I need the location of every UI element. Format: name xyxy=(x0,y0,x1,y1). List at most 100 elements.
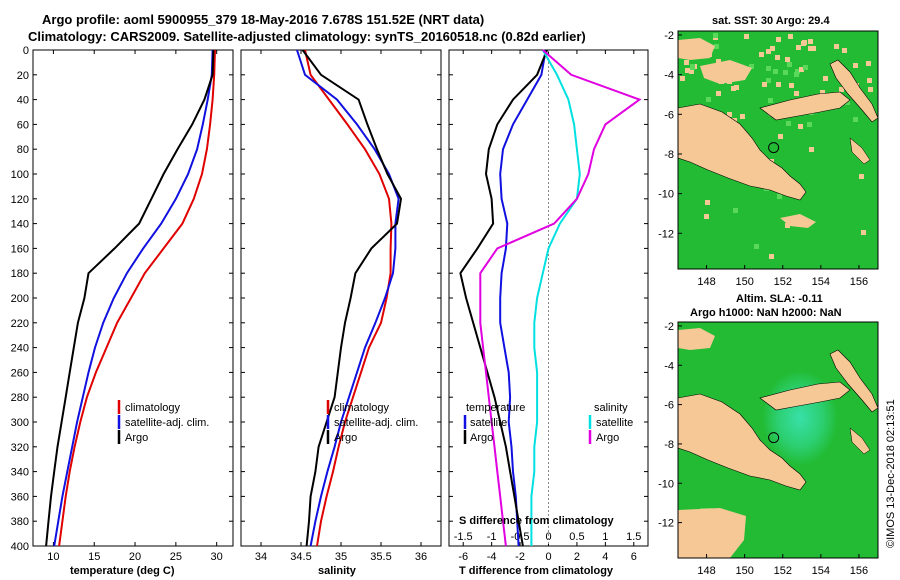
sst-pixel xyxy=(801,41,806,46)
sst-pixel xyxy=(690,64,695,69)
sst-pixel xyxy=(834,44,839,49)
map-x-tick-label: 148 xyxy=(697,276,715,288)
sst-pixel xyxy=(866,61,871,66)
imos-watermark: ©IMOS 13-Dec-2018 02:13:51 xyxy=(885,399,897,548)
depth-tick-label: 320 xyxy=(11,442,29,454)
x-tick-label: 15 xyxy=(88,551,100,563)
sst-pixel xyxy=(706,97,711,102)
difference-x-ticks: -6 -4 -2 0 2 4 6 -1.5 -1 -0.5 0 0.5 1 1.5 xyxy=(454,50,641,563)
sst-pixel xyxy=(795,69,800,74)
sst-pixel xyxy=(786,121,791,126)
sst-map-title: sat. SST: 30 Argo: 29.4 xyxy=(712,15,830,27)
sst-pixel xyxy=(768,98,773,103)
sst-pixel xyxy=(787,62,792,67)
sst-pixel xyxy=(727,112,732,117)
x-top-tick-label: 0 xyxy=(545,531,551,543)
x-tick-label: 4 xyxy=(602,551,608,563)
depth-tick-label: 300 xyxy=(11,417,29,429)
sla-land-new-guinea xyxy=(678,393,807,491)
x-top-tick-label: 1.5 xyxy=(626,531,641,543)
sst-pixel xyxy=(733,208,738,213)
sst-pixel xyxy=(808,46,813,51)
x-tick-label: 34 xyxy=(255,551,267,563)
x-tick-label: 6 xyxy=(631,551,637,563)
sst-pixel xyxy=(807,122,812,127)
sst-land-louisiades xyxy=(780,214,816,228)
sst-pixel xyxy=(839,87,844,92)
legend-label-climatology: climatology xyxy=(125,402,181,414)
sst-pixel xyxy=(783,70,788,75)
sst-map-frame xyxy=(677,30,879,270)
map-y-tick-label: -2 xyxy=(664,30,674,42)
sst-pixel xyxy=(861,230,866,235)
sst-pixel xyxy=(809,147,814,152)
sst-argo-marker xyxy=(768,142,780,154)
difference-x-label: T difference from climatology xyxy=(459,565,614,577)
temperature-lines xyxy=(45,49,216,547)
sla-land-new-britain xyxy=(759,381,851,411)
sst-pixel xyxy=(714,44,719,49)
sst-pixel xyxy=(740,114,745,119)
sst-pixel xyxy=(684,60,689,65)
sst-land-bougainville xyxy=(849,137,871,165)
sst-land-north-coast xyxy=(678,38,715,60)
map-y-tick-label: -4 xyxy=(664,360,674,372)
legend-label-climatology: climatology xyxy=(334,402,390,414)
sst-pixel xyxy=(744,34,749,39)
sst-pixel xyxy=(770,46,775,51)
sst-pixel xyxy=(785,223,790,228)
x-tick-label: 35.5 xyxy=(370,551,391,563)
salinity-panel: 34 34.5 35 35.5 36 salinity climatology sate… xyxy=(240,49,442,577)
sst-pixel xyxy=(778,134,783,139)
x-tick-label: 30 xyxy=(211,551,223,563)
depth-tick-label: 280 xyxy=(11,392,29,404)
depth-tick-label: 140 xyxy=(11,219,29,231)
sst-pixel xyxy=(705,200,710,205)
series-line-salinity-argo xyxy=(479,49,642,547)
x-tick-label: 36 xyxy=(415,551,427,563)
sst-land-islands xyxy=(700,60,752,84)
sst-map-panel: sat. SST: 30 Argo: 29.4 148 150 152 154 156 -… xyxy=(658,15,879,288)
x-top-tick-label: -0.5 xyxy=(511,531,530,543)
sst-pixel xyxy=(777,194,782,199)
map-y-tick-label: -6 xyxy=(664,109,674,121)
legend-label-sal-argo: Argo xyxy=(596,432,619,444)
salinity-legend: climatology satellite-adj. clim. Argo xyxy=(326,400,418,444)
title-line-1: Argo profile: aoml 5900955_379 18-May-20… xyxy=(42,12,484,27)
sst-pixel xyxy=(859,174,864,179)
sla-argo-marker xyxy=(768,432,780,444)
series-line-argo xyxy=(301,49,403,547)
sst-pixel xyxy=(853,63,858,68)
sst-pixel xyxy=(811,46,816,51)
x-top-tick-label: 0.5 xyxy=(569,531,584,543)
salinity-lines xyxy=(296,49,403,547)
map-y-tick-label: -4 xyxy=(664,70,674,82)
sst-pixel xyxy=(867,78,872,83)
depth-tick-label: 220 xyxy=(11,318,29,330)
salinity-depth-ticks xyxy=(241,49,441,547)
depth-tick-label: 340 xyxy=(11,467,29,479)
sla-land-new-ireland xyxy=(829,349,878,413)
depth-tick-label: 240 xyxy=(11,343,29,355)
sst-pixel xyxy=(776,37,781,42)
depth-tick-label: 200 xyxy=(11,293,29,305)
x-tick-label: 20 xyxy=(129,551,141,563)
legend-title-salinity: salinity xyxy=(594,402,628,414)
sla-land-north xyxy=(678,328,715,350)
difference-top-x-label: S difference from climatology xyxy=(459,515,615,527)
depth-tick-label: 160 xyxy=(11,243,29,255)
map-y-tick-label: -10 xyxy=(658,478,674,490)
sla-map-title: Altim. SLA: -0.11 xyxy=(736,293,823,305)
depth-tick-label: 400 xyxy=(11,541,29,553)
temperature-depth-ticks: 0 20 40 60 80 100 120 140 160 180 200 220 240 260 280 3… xyxy=(11,45,233,553)
x-tick-label: -2 xyxy=(515,551,525,563)
difference-panel: -6 -4 -2 0 2 4 6 -1.5 -1 -0.5 0 0.5 1 1.5 S differenc… xyxy=(448,49,649,577)
map-x-tick-label: 148 xyxy=(697,565,715,577)
depth-tick-label: 40 xyxy=(17,95,29,107)
x-tick-label: 35 xyxy=(335,551,347,563)
sst-pixel xyxy=(775,55,780,60)
sst-pixel xyxy=(731,86,736,91)
sst-pixel xyxy=(796,45,801,50)
x-top-tick-label: 1 xyxy=(602,531,608,543)
depth-tick-label: 260 xyxy=(11,367,29,379)
